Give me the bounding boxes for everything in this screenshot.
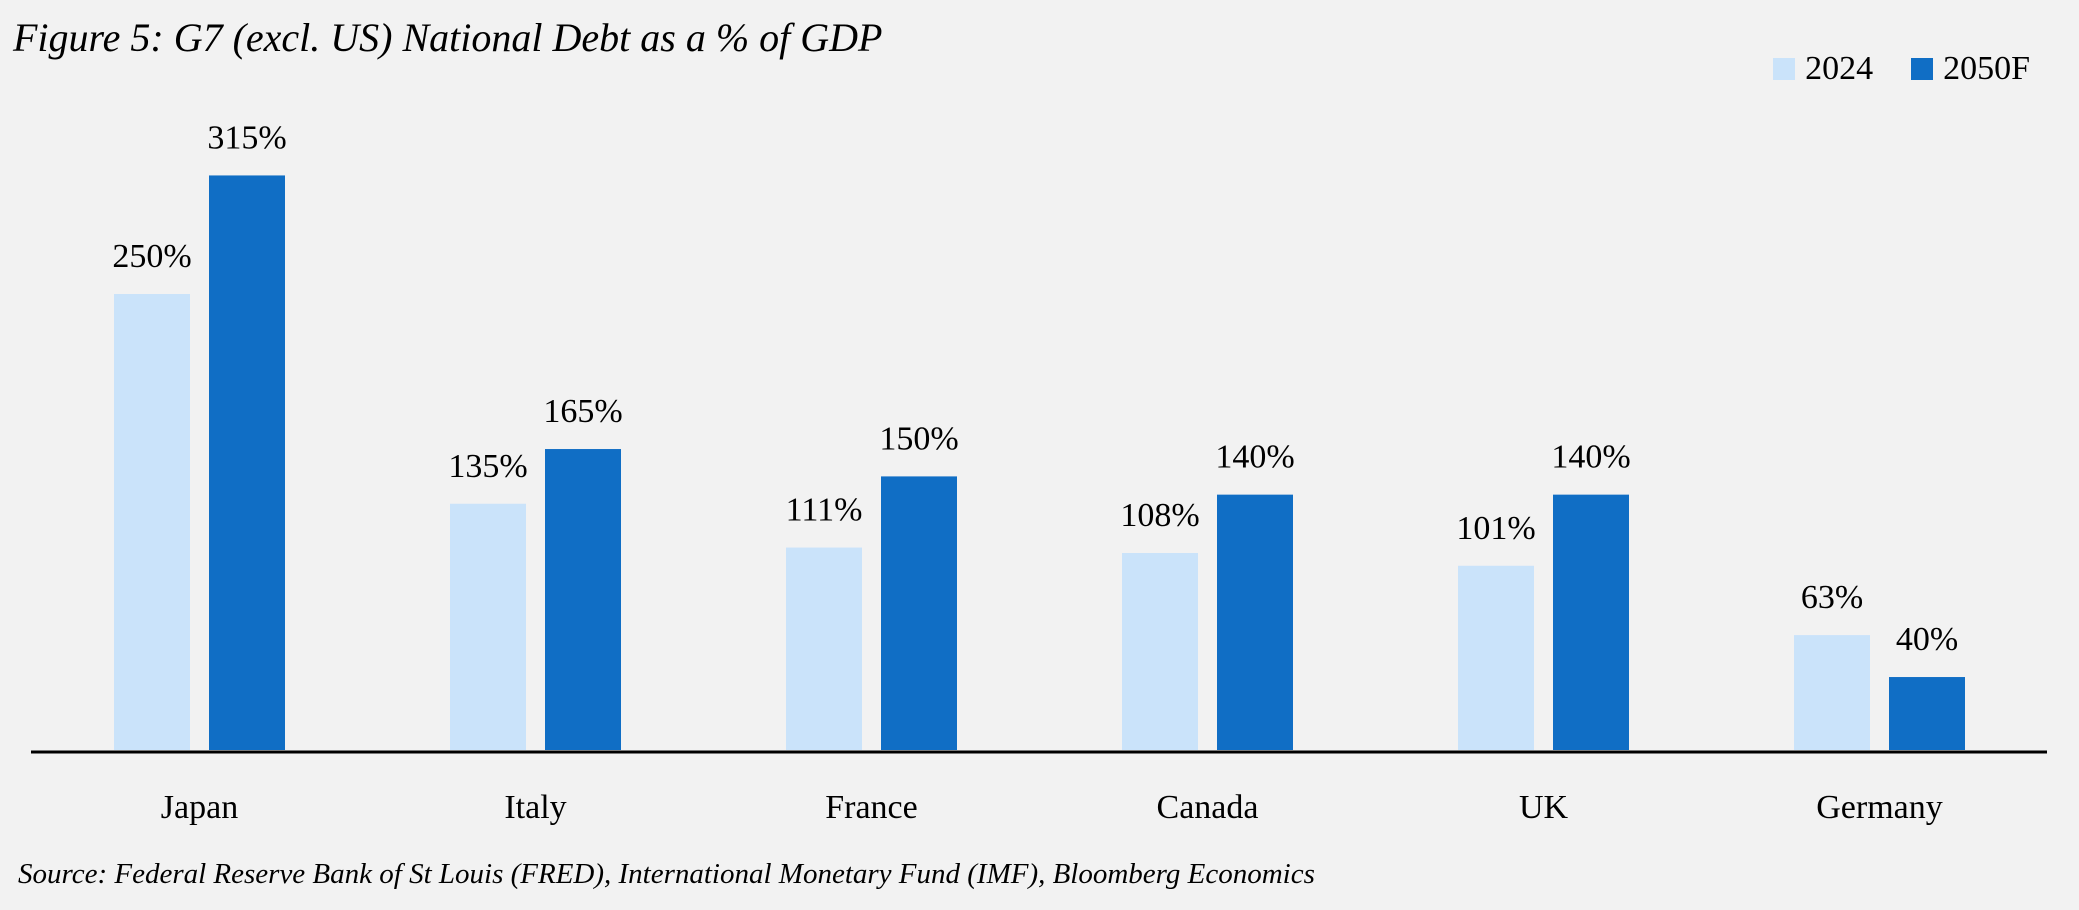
bar-italy-2050f [545,449,621,750]
legend-item-2024: 2024 [1773,52,1873,86]
category-label-germany: Germany [1816,789,1943,826]
legend-label-2050f: 2050F [1943,50,2030,87]
legend-item-2050f: 2050F [1911,52,2030,86]
bars-group [114,175,1965,750]
value-label-canada-2024: 108% [1120,497,1199,534]
bar-germany-2050f [1889,677,1965,750]
source-note: Source: Federal Reserve Bank of St Louis… [18,858,1315,890]
value-label-germany-2024: 63% [1801,579,1863,616]
value-label-italy-2050f: 165% [543,393,622,430]
category-labels-group: Japan Italy France Canada UK Germany [161,789,1943,826]
value-label-italy-2024: 135% [448,448,527,485]
bar-canada-2050f [1217,494,1293,750]
bar-italy-2024 [450,503,526,750]
value-label-uk-2024: 101% [1456,510,1535,547]
bar-germany-2024 [1794,635,1870,750]
bar-france-2050f [881,476,957,750]
category-label-canada: Canada [1157,789,1259,826]
value-label-germany-2050f: 40% [1896,621,1958,658]
legend-label-2024: 2024 [1805,50,1874,87]
value-label-uk-2050f: 140% [1551,439,1630,476]
value-label-japan-2024: 250% [112,238,191,275]
category-label-japan: Japan [161,789,238,826]
legend-swatch-2050f [1911,58,1934,80]
bar-france-2024 [786,547,862,750]
chart-title: Figure 5: G7 (excl. US) National Debt as… [13,15,883,60]
value-label-canada-2050f: 140% [1215,439,1294,476]
legend-swatch-2024 [1773,58,1796,80]
bar-uk-2024 [1458,565,1534,750]
bar-japan-2050f [209,175,285,750]
category-label-uk: UK [1519,789,1569,826]
bar-canada-2024 [1122,553,1198,750]
value-label-france-2050f: 150% [879,420,958,457]
value-label-japan-2050f: 315% [207,119,286,156]
value-label-france-2024: 111% [786,492,863,529]
bar-uk-2050f [1553,494,1629,750]
value-labels-group: 250% 315% 135% 165% 111% 150% 108% 140% 101% 140%… [112,119,1958,658]
category-label-france: France [825,789,918,826]
bar-japan-2024 [114,294,190,750]
legend: 2024 2050F [1735,52,2030,86]
category-label-italy: Italy [504,789,566,826]
